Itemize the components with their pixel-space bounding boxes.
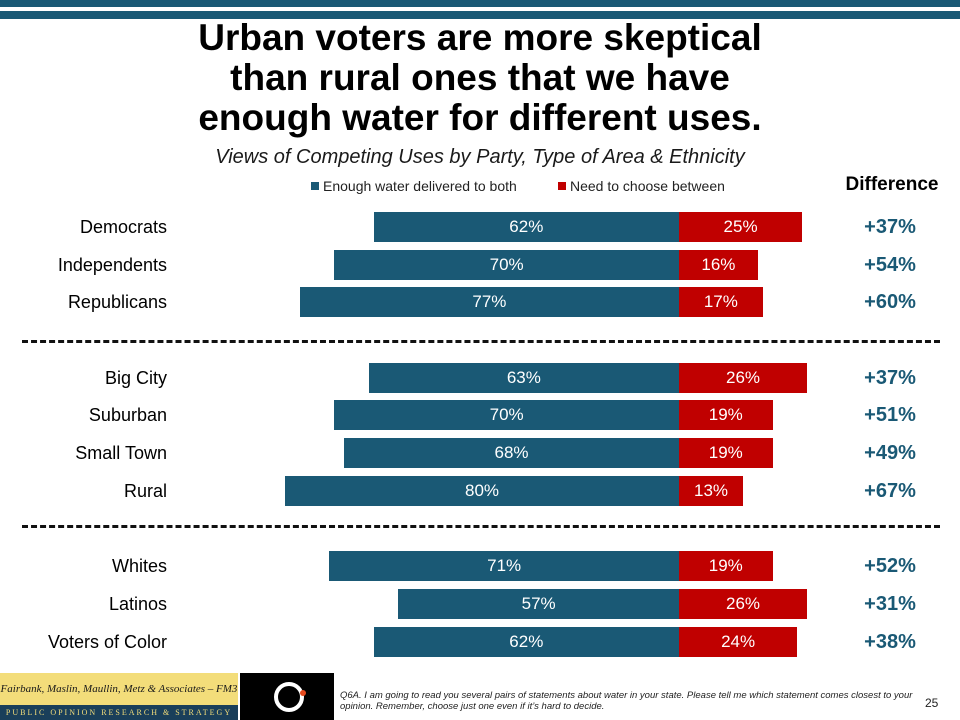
row-label: Big City [104,368,167,388]
subtitle: Views of Competing Uses by Party, Type o… [215,146,745,168]
difference-value: +52% [864,555,916,577]
bar-choose: 19% [679,551,773,581]
difference-value: +51% [864,404,916,426]
bar-choose: 24% [679,627,798,657]
bar-choose: 26% [679,363,808,393]
top-band [0,0,960,7]
difference-value: +67% [864,480,916,502]
bar-enough: 68% [344,438,679,468]
bar-enough: 71% [329,551,679,581]
legend-item-choose: Need to choose between [558,178,725,194]
row-label: Independents [57,255,167,275]
firm-banner: Fairbank, Maslin, Maullin, Metz & Associ… [0,673,238,720]
bar-choose: 13% [679,476,744,506]
page-number: 25 [925,696,939,710]
group-divider-1 [22,340,940,343]
difference-value: +54% [864,254,916,276]
row-label: Rural [123,481,167,501]
legend-label-enough: Enough water delivered to both [323,178,517,194]
difference-value: +38% [864,631,916,653]
top-band-gap [0,7,960,11]
difference-value: +31% [864,593,916,615]
bar-enough: 63% [368,363,679,393]
bar-enough: 57% [398,589,679,619]
difference-header: Difference [845,174,939,195]
difference-value: +37% [864,367,916,389]
row-label: Suburban [88,405,167,425]
title-line-2: than rural ones that we have [230,57,730,98]
bar-enough: 70% [334,400,679,430]
difference-value: +60% [864,291,916,313]
row-label: Whites [111,556,167,576]
bar-choose: 19% [679,400,773,430]
bar-choose: 26% [679,589,808,619]
bar-choose: 19% [679,438,773,468]
title-line-1: Urban voters are more skeptical [198,17,762,58]
firm-tagline: PUBLIC OPINION RESEARCH & STRATEGY [0,705,238,720]
page-title: Urban voters are more skeptical than rur… [110,18,850,138]
bar-enough: 70% [334,250,679,280]
bar-enough: 62% [373,627,679,657]
difference-value: +37% [864,216,916,238]
bar-choose: 16% [679,250,758,280]
question-footnote: Q6A. I am going to read you several pair… [340,690,913,712]
qca-logo [240,673,334,720]
row-label: Voters of Color [47,632,167,652]
group-divider-2 [22,525,940,528]
logo-ring-icon [274,681,306,712]
bar-choose: 25% [679,212,803,242]
firm-name: Fairbank, Maslin, Maullin, Metz & Associ… [0,683,238,695]
bar-enough: 77% [299,287,679,317]
row-label: Small Town [75,443,167,463]
row-label: Democrats [79,217,167,237]
legend-swatch-choose [558,182,566,190]
title-line-3: enough water for different uses. [198,97,762,138]
row-label: Republicans [67,292,167,312]
difference-value: +49% [864,442,916,464]
legend-swatch-enough [311,182,319,190]
legend-item-enough: Enough water delivered to both [311,178,517,194]
top-band-lower [0,11,960,19]
row-label: Latinos [108,594,167,614]
bar-choose: 17% [679,287,763,317]
legend-label-choose: Need to choose between [570,178,725,194]
bar-enough: 80% [285,476,679,506]
bar-enough: 62% [373,212,679,242]
